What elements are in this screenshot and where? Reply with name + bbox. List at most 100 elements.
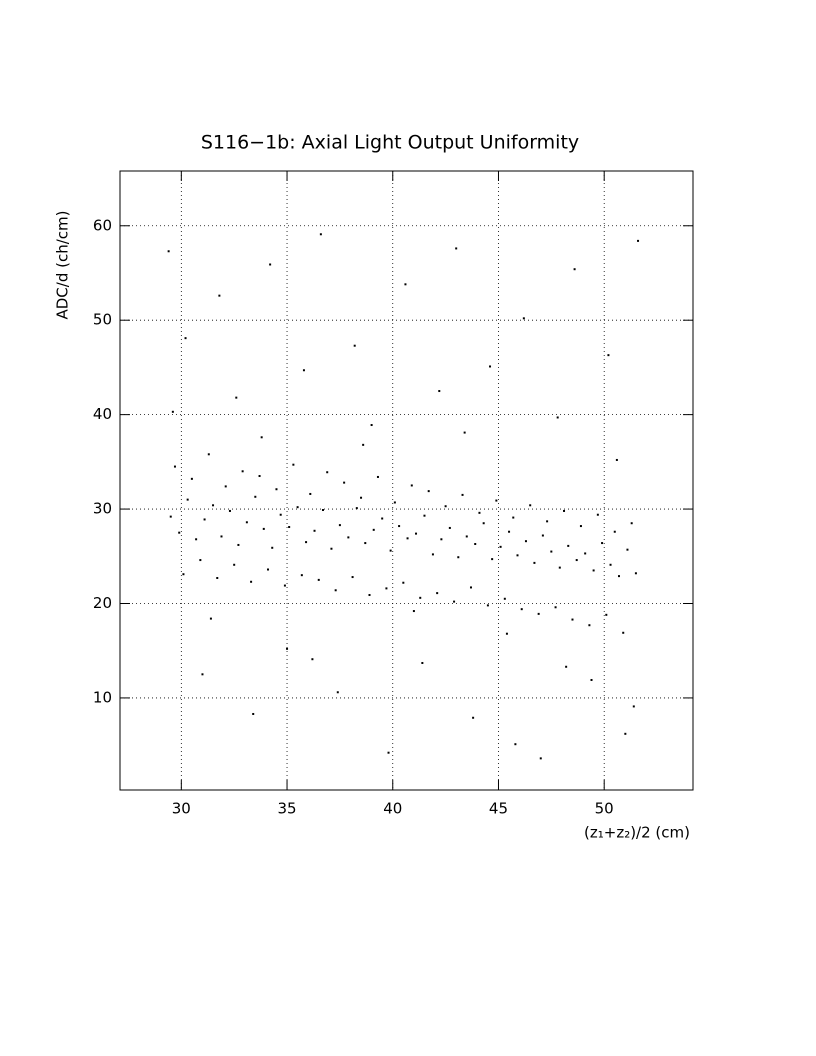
point [245,521,248,524]
point [634,572,637,575]
point [421,661,424,664]
point [596,513,599,516]
point [472,716,475,719]
point [412,610,415,613]
point [313,529,316,532]
point [398,525,401,528]
point [275,488,278,491]
point [520,608,523,611]
point [228,509,231,512]
point [440,538,443,541]
point [330,547,333,550]
point [541,534,544,537]
point [360,496,363,499]
point [626,548,629,551]
point [184,337,187,340]
point [241,470,244,473]
point [343,481,346,484]
point [469,586,472,589]
point [499,545,502,548]
point [209,617,212,620]
point [381,517,384,520]
point [254,495,257,498]
point [478,511,481,514]
point [607,354,610,357]
point [512,516,515,519]
point [609,563,612,566]
point [601,542,604,545]
y-axis-label: ADC/d (ch/cm) [54,211,72,320]
point [438,390,441,393]
x-tick-label: 40 [383,800,402,818]
point [389,549,392,552]
point [216,577,219,580]
point [637,239,640,242]
point [283,584,286,587]
point [317,578,320,581]
point [558,566,561,569]
point [267,568,270,571]
point [563,509,566,512]
point [171,410,174,413]
point [406,537,409,540]
point [220,535,223,538]
point [353,344,356,347]
chart-title: S116−1b: Axial Light Output Uniformity [201,132,579,154]
point [613,530,616,533]
point [427,490,430,493]
point [463,431,466,434]
point [533,561,536,564]
point [178,531,181,534]
point [250,580,253,583]
x-tick-label: 50 [595,800,614,818]
x-axis-label: (z₁+z₂)/2 (cm) [584,824,690,842]
point [505,632,508,635]
point [305,541,308,544]
point [355,507,358,510]
point [252,712,255,715]
point [431,553,434,556]
point [423,514,426,517]
x-tick-label: 35 [277,800,296,818]
point [514,743,517,746]
point [419,596,422,599]
point [224,485,227,488]
point [260,436,263,439]
point [444,505,447,508]
point [218,294,221,297]
point [387,751,390,754]
point [309,492,312,495]
point [624,732,627,735]
point [169,515,172,518]
point [376,475,379,478]
point [334,589,337,592]
point [632,705,635,708]
point [300,574,303,577]
y-tick-label: 50 [93,311,112,329]
y-tick-label: 40 [93,405,112,423]
point [326,471,329,474]
point [338,524,341,527]
point [489,365,492,368]
point [448,526,451,529]
point [362,443,365,446]
x-tick-label: 30 [172,800,191,818]
point [571,618,574,621]
point [537,612,540,615]
point [567,544,570,547]
point [262,527,265,530]
point [482,522,485,525]
y-tick-label: 60 [93,216,112,234]
point [436,592,439,595]
point [556,416,559,419]
point [235,396,238,399]
point [370,424,373,427]
point [554,606,557,609]
point [474,543,477,546]
point [288,526,291,529]
point [393,501,396,504]
point [455,247,458,250]
y-tick-label: 10 [93,688,112,706]
point [203,518,206,521]
